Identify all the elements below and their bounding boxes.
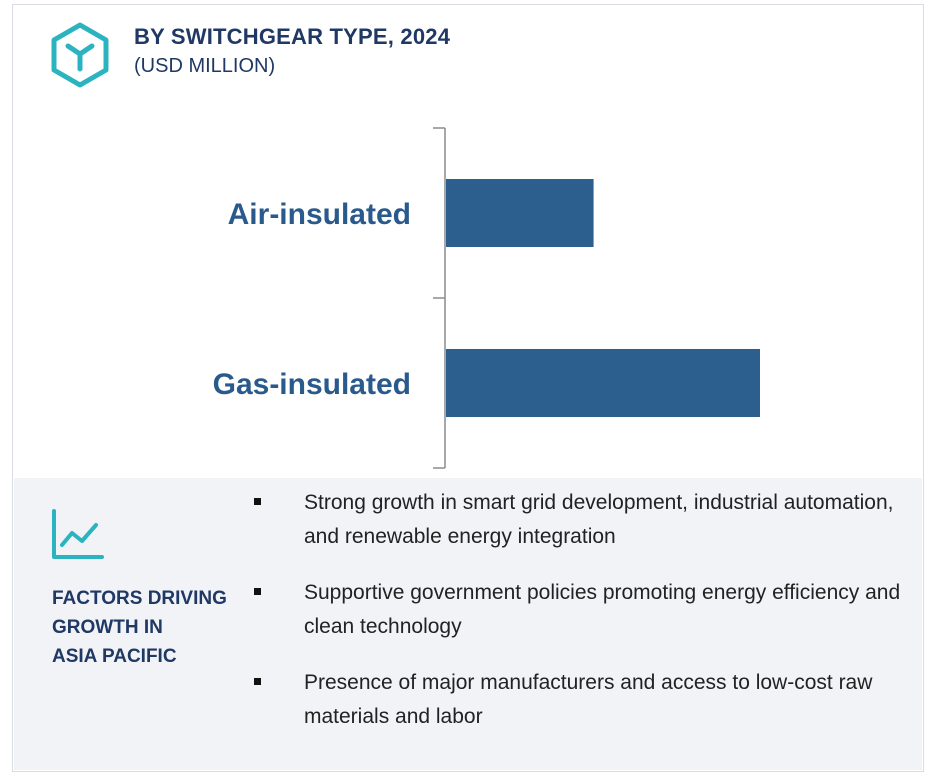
factors-panel (14, 478, 922, 770)
factor-bullet-text: Supportive government policies promoting… (304, 581, 901, 638)
bullet-square-icon (254, 498, 261, 505)
bar (446, 179, 594, 247)
bar (446, 349, 760, 417)
factor-bullet-text: Presence of major manufacturers and acce… (304, 671, 873, 728)
factor-bullet: Strong growth in smart grid development,… (250, 486, 924, 554)
factors-bullet-list: Strong growth in smart grid development,… (250, 486, 930, 756)
trend-line-icon (52, 509, 104, 559)
factors-title-line: FACTORS DRIVING (52, 588, 227, 609)
bullet-square-icon (254, 678, 261, 685)
chart-title: BY SWITCHGEAR TYPE, 2024 (134, 24, 451, 49)
chart-subtitle: (USD MILLION) (134, 55, 276, 77)
factor-bullet-text: Strong growth in smart grid development,… (304, 491, 894, 548)
factors-title-line: ASIA PACIFIC (52, 646, 177, 667)
bullet-square-icon (254, 588, 261, 595)
category-label: Air-insulated (228, 198, 411, 231)
factor-bullet: Presence of major manufacturers and acce… (250, 666, 924, 734)
factors-title: FACTORS DRIVING GROWTH IN ASIA PACIFIC (52, 584, 262, 671)
bar-chart: Air-insulated Gas-insulated (213, 127, 760, 469)
hexagon-y-logo-icon (51, 22, 109, 88)
category-label: Gas-insulated (213, 368, 411, 401)
factors-title-line: GROWTH IN (52, 617, 163, 638)
factor-bullet: Supportive government policies promoting… (250, 576, 924, 644)
